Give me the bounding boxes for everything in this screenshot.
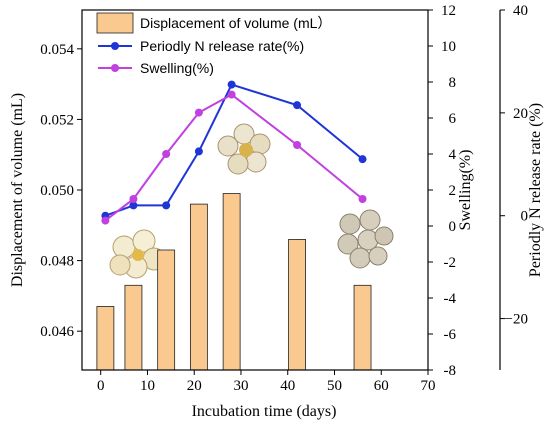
n-release-point-day-14 — [162, 201, 171, 210]
right-outer-axis-title: Periodly N release rate (%) — [527, 103, 544, 277]
legend-bar-swatch — [96, 12, 134, 34]
right-inner-tick-label-8: 8 — [449, 75, 457, 91]
swelling-point-day-14 — [162, 150, 171, 158]
right-inner-tick-label-1: -6 — [444, 327, 457, 343]
swelling-point-day-21 — [194, 108, 203, 117]
n-release-point-day-28 — [227, 80, 236, 89]
legend-swelling-label: Swelling(%) — [140, 60, 214, 76]
bar-day-28 — [222, 193, 241, 371]
left-axis-title: Displacement of volume (mL) — [9, 93, 26, 287]
bar-day-1 — [96, 306, 115, 371]
legend-n-release-marker — [111, 42, 119, 50]
swelling-point-day-28 — [227, 90, 236, 99]
right-inner-tick-label-7: 6 — [449, 111, 457, 127]
right-outer-tick-label-3: 40 — [513, 3, 528, 19]
bar-day-56 — [353, 284, 372, 371]
legend: Displacement of volume (mL） Periodly N r… — [96, 12, 331, 76]
left-tick-label-0: 0.046 — [40, 324, 74, 340]
swelling-point-day-1 — [101, 216, 110, 225]
axes-layer: 0 10 20 30 40 50 60 700.0460.0480.0500.0520.054… — [40, 3, 528, 394]
right-inner-tick-label-5: 2 — [449, 183, 457, 199]
legend-bar-label: Displacement of volume (mL） — [140, 15, 331, 31]
right-outer-tick-label-2: 20 — [513, 106, 528, 122]
right-inner-tick-label-10: 12 — [441, 3, 456, 19]
left-tick-label-3: 0.052 — [40, 112, 74, 128]
left-tick-label-2: 0.050 — [40, 183, 74, 199]
right-inner-axis-title: Swelling(%) — [457, 150, 474, 231]
bar-day-42 — [288, 239, 306, 371]
granule-cluster-1 — [109, 229, 166, 279]
bar-day-7 — [124, 284, 143, 371]
swelling-point-day-56 — [358, 195, 367, 203]
left-tick-label-4: 0.054 — [40, 42, 74, 58]
x-tick-label-60: 60 — [374, 378, 389, 394]
x-tick-label-0: 0 — [97, 378, 105, 394]
x-tick-label-10: 10 — [140, 378, 155, 394]
n-release-point-day-21 — [194, 147, 203, 156]
right-inner-tick-label-6: 4 — [449, 147, 457, 163]
right-outer-tick-label-1: 0 — [521, 209, 529, 225]
right-inner-tick-label-2: -4 — [444, 291, 457, 307]
legend-swelling-marker — [111, 64, 119, 72]
granule-cluster-2 — [217, 123, 271, 175]
left-tick-label-1: 0.048 — [40, 254, 74, 270]
right-inner-tick-label-9: 10 — [441, 39, 456, 55]
x-tick-label-20: 20 — [187, 378, 202, 394]
x-tick-label-50: 50 — [327, 378, 342, 394]
right-inner-tick-label-4: 0 — [449, 219, 457, 235]
right-inner-tick-label-3: -2 — [444, 255, 457, 271]
swelling-point-day-42 — [293, 141, 302, 149]
n-release-point-day-42 — [293, 101, 302, 110]
legend-n-release-label: Periodly N release rate(%) — [140, 38, 304, 54]
swelling-point-day-7 — [129, 195, 138, 203]
n-release-point-day-56 — [358, 155, 367, 164]
right-inner-tick-label-0: -8 — [444, 363, 457, 379]
x-tick-label-70: 70 — [421, 378, 436, 394]
bar-day-21 — [189, 203, 208, 371]
right-outer-tick-label-0: −20 — [505, 312, 528, 328]
lines-layer — [101, 80, 367, 225]
n-release-point-day-7 — [129, 201, 138, 210]
bars-layer — [96, 193, 372, 371]
bar-day-14 — [157, 249, 176, 371]
x-tick-label-40: 40 — [280, 378, 295, 394]
granule-cluster-3 — [337, 209, 394, 269]
x-axis-title: Incubation time (days) — [192, 403, 337, 420]
x-tick-label-30: 30 — [233, 378, 248, 394]
